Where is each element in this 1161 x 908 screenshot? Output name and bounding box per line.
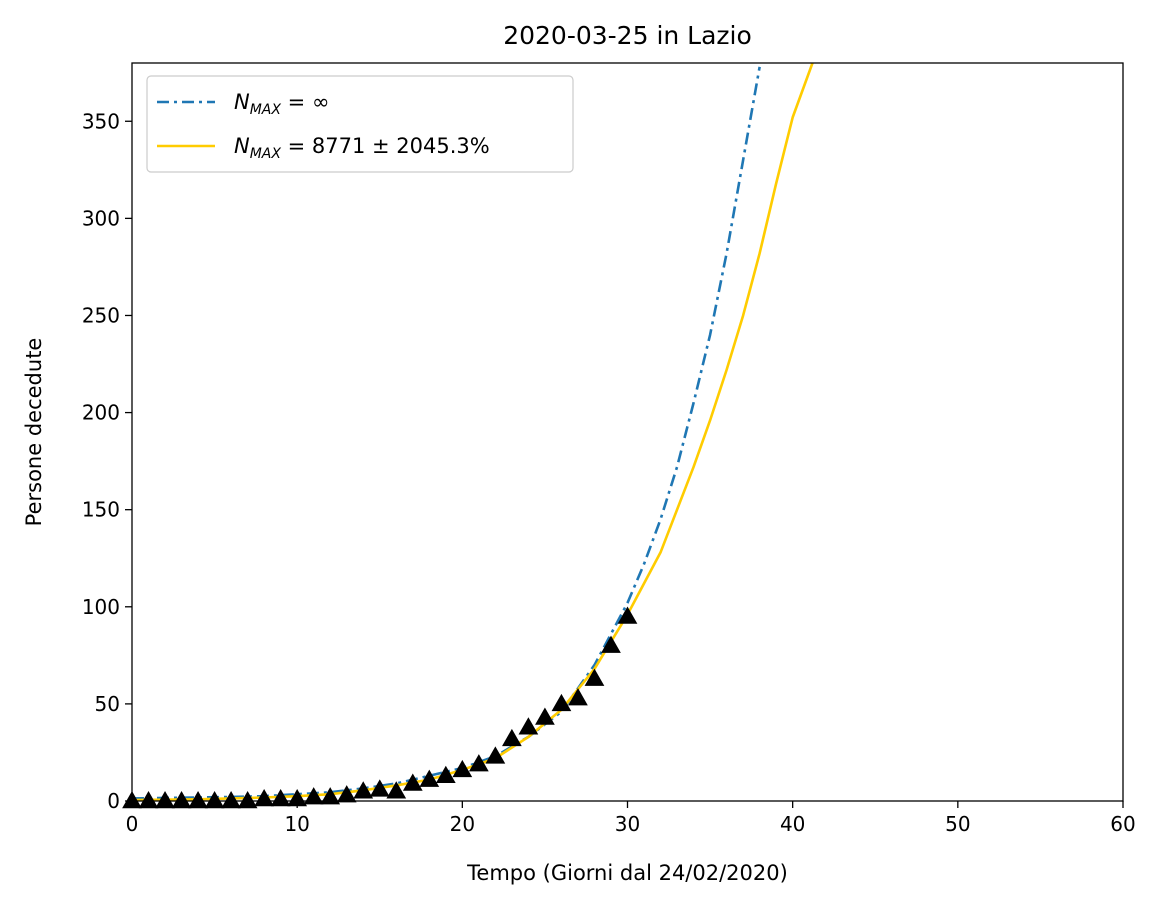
data-point bbox=[353, 781, 374, 799]
legend-label-nmax-fit: NMAX = 8771 ± 2045.3% bbox=[234, 134, 490, 162]
x-tick-label: 10 bbox=[284, 812, 309, 836]
data-point bbox=[369, 779, 390, 797]
y-axis-title: Persone decedute bbox=[22, 338, 46, 527]
y-tick-label: 150 bbox=[82, 498, 120, 522]
y-tick-label: 100 bbox=[82, 595, 120, 619]
data-point bbox=[452, 759, 473, 778]
plot-frame bbox=[131, 62, 1124, 802]
chart-title: 2020-03-25 in Lazio bbox=[503, 21, 752, 50]
data-point bbox=[601, 635, 621, 653]
data-point bbox=[617, 606, 638, 624]
x-tick-label: 40 bbox=[780, 812, 805, 836]
legend: NMAX = ∞ NMAX = 8771 ± 2045.3% bbox=[146, 75, 574, 173]
plot-area: 0 10 20 30 40 50 60 0 50 100 150 200 250 300 350 bbox=[82, 62, 1136, 836]
y-axis-ticks: 0 50 100 150 200 250 300 350 bbox=[82, 109, 132, 813]
data-point bbox=[435, 765, 456, 784]
y-tick-label: 50 bbox=[95, 692, 120, 716]
x-tick-label: 0 bbox=[126, 812, 139, 836]
y-tick-label: 200 bbox=[82, 401, 120, 425]
data-point bbox=[568, 688, 588, 706]
data-point bbox=[254, 789, 274, 807]
series-layer bbox=[132, 63, 814, 801]
data-point bbox=[270, 789, 291, 807]
data-point bbox=[171, 790, 192, 809]
x-axis-title: Tempo (Giorni dal 24/02/2020) bbox=[466, 861, 788, 885]
y-tick-label: 250 bbox=[82, 303, 120, 327]
data-point bbox=[320, 787, 341, 805]
x-tick-label: 20 bbox=[450, 812, 475, 836]
data-point bbox=[468, 754, 489, 772]
legend-box bbox=[146, 75, 574, 173]
marker-layer bbox=[122, 606, 638, 809]
y-tick-label: 300 bbox=[82, 206, 120, 230]
series-line-1 bbox=[132, 63, 814, 801]
data-point bbox=[419, 769, 440, 787]
data-point bbox=[336, 785, 357, 803]
data-point bbox=[188, 790, 208, 809]
data-point bbox=[402, 773, 423, 791]
data-point bbox=[221, 790, 241, 809]
data-point bbox=[386, 781, 407, 799]
data-point bbox=[237, 790, 258, 809]
legend-label-nmax-infinite: NMAX = ∞ bbox=[234, 90, 329, 118]
x-tick-label: 60 bbox=[1110, 812, 1135, 836]
series-line-0 bbox=[132, 66, 761, 800]
data-point bbox=[155, 790, 175, 809]
data-point bbox=[502, 728, 522, 747]
data-point bbox=[485, 746, 506, 764]
data-point bbox=[204, 790, 225, 809]
data-point bbox=[584, 668, 605, 686]
x-tick-label: 30 bbox=[615, 812, 640, 836]
data-point bbox=[518, 717, 539, 735]
y-tick-label: 350 bbox=[82, 109, 120, 133]
x-tick-label: 50 bbox=[945, 812, 970, 836]
y-tick-label: 0 bbox=[107, 789, 120, 813]
x-axis-ticks: 0 10 20 30 40 50 60 bbox=[126, 801, 1136, 836]
data-point bbox=[551, 693, 572, 712]
data-point bbox=[535, 707, 555, 725]
data-point bbox=[138, 790, 159, 809]
data-point bbox=[303, 787, 324, 805]
